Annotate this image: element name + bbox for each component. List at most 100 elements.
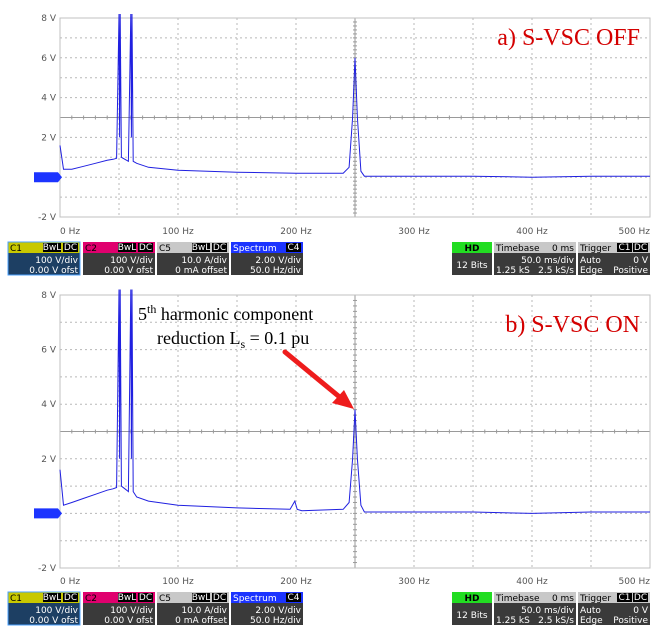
channel-scale: 2.00 V/div	[255, 256, 301, 266]
hd-body	[452, 253, 492, 275]
trigger-dc-badge	[633, 243, 648, 252]
x-tick-label: 200 Hz	[280, 577, 312, 587]
coupling-badge	[63, 593, 78, 602]
coupling-label: DC	[64, 243, 77, 253]
trigger-slope: Positive	[613, 266, 648, 276]
channel-offset: 50.0 Hz/div	[250, 266, 302, 276]
channel-offset: 0.00 V ofst	[104, 616, 153, 626]
coupling-label: C4	[287, 243, 299, 253]
annotation-line-1: 5th harmonic component	[138, 302, 313, 324]
hd-bits: 12 Bits	[456, 611, 488, 621]
channel-scale: 10.0 A/div	[181, 606, 227, 616]
trigger-level: 0 V	[633, 606, 649, 616]
trigger-ch-badge	[617, 243, 632, 252]
channel-name: C2	[85, 244, 97, 254]
bwl-label: BwL	[118, 243, 137, 253]
channel-name: Spectrum	[233, 244, 277, 254]
y-tick-label: 8 V	[41, 14, 57, 24]
coupling-badge	[63, 243, 78, 252]
trigger-descriptor: Trigger C1 DC Auto 0 V Edge Positive	[578, 592, 650, 626]
trigger-header	[578, 242, 650, 253]
channel-header	[231, 592, 303, 603]
arrow-shaft	[282, 349, 345, 402]
x-tick-label: 500 Hz	[618, 577, 650, 587]
bwl-badge	[118, 593, 136, 602]
series-line	[59, 289, 650, 514]
hd-header	[452, 242, 492, 253]
coupling-label: C4	[287, 593, 299, 603]
channel-offset: 0 mA offset	[175, 266, 227, 276]
hd-bits: 12 Bits	[456, 261, 488, 271]
channel-body	[157, 253, 229, 275]
trigger-type: Edge	[580, 266, 603, 276]
bwl-label: BwL	[43, 243, 62, 253]
bwl-label: BwL	[118, 593, 137, 603]
timebase-offset: 0 ms	[552, 244, 574, 254]
x-tick-label: 300 Hz	[398, 577, 430, 587]
y-tick-label: 6 V	[41, 346, 57, 356]
y-tick-label: -2 V	[38, 564, 57, 574]
timebase-samples: 1.25 kS	[496, 266, 530, 276]
timebase-rate: 2.5 kS/s	[538, 616, 574, 626]
channel-scale: 100 V/div	[35, 256, 78, 266]
timebase-label: Timebase	[495, 594, 540, 604]
bwl-label: BwL	[192, 243, 211, 253]
x-tick-label: 0 Hz	[60, 227, 80, 237]
arrow-head	[332, 390, 354, 409]
chart-title: a) S-VSC OFF	[497, 25, 640, 51]
trigger-header	[578, 592, 650, 603]
timebase-header	[494, 242, 576, 253]
channel-name: C1	[10, 594, 22, 604]
bwl-badge	[192, 593, 210, 602]
y-tick-label: -2 V	[38, 213, 57, 223]
channel-offset: 0.00 V ofst	[29, 266, 78, 276]
y-tick-label: 8 V	[41, 291, 57, 301]
channel-offset: 50.0 Hz/div	[250, 616, 302, 626]
bwl-badge	[43, 243, 61, 252]
hd-label: HD	[464, 244, 479, 254]
coupling-badge	[212, 593, 227, 602]
channel-header	[231, 242, 303, 253]
channel-scale: 2.00 V/div	[255, 606, 301, 616]
timebase-div: 50.0 ms/div	[521, 256, 575, 266]
hd-header	[452, 592, 492, 603]
channel-body	[8, 603, 80, 625]
ground-marker	[34, 508, 62, 519]
hd-indicator: HD 12 Bits	[452, 242, 492, 275]
channel-body	[231, 603, 303, 625]
trigger-channel: C1	[618, 593, 630, 603]
trigger-type: Edge	[580, 616, 603, 626]
channel-scale: 100 V/div	[35, 606, 78, 616]
x-tick-label: 300 Hz	[398, 227, 430, 237]
channel-name: C1	[10, 244, 22, 254]
y-tick-label: 4 V	[41, 94, 57, 104]
trigger-ch-badge	[617, 593, 632, 602]
channel-scale: 100 V/div	[110, 256, 153, 266]
channel-body	[8, 253, 80, 275]
ground-marker	[34, 172, 62, 183]
timebase-offset: 0 ms	[552, 594, 574, 604]
y-tick-label: 6 V	[41, 54, 57, 64]
harmonic-annotation: 5th harmonic component reduction Ls = 0.1…	[138, 302, 354, 409]
coupling-badge	[286, 243, 301, 252]
bwl-badge	[192, 243, 210, 252]
channel-scale: 100 V/div	[110, 606, 153, 616]
coupling-label: DC	[139, 243, 152, 253]
x-tick-label: 400 Hz	[516, 227, 548, 237]
coupling-label: DC	[139, 593, 152, 603]
x-tick-label: 100 Hz	[162, 227, 194, 237]
plot-frame	[59, 294, 651, 569]
coupling-badge	[212, 243, 227, 252]
